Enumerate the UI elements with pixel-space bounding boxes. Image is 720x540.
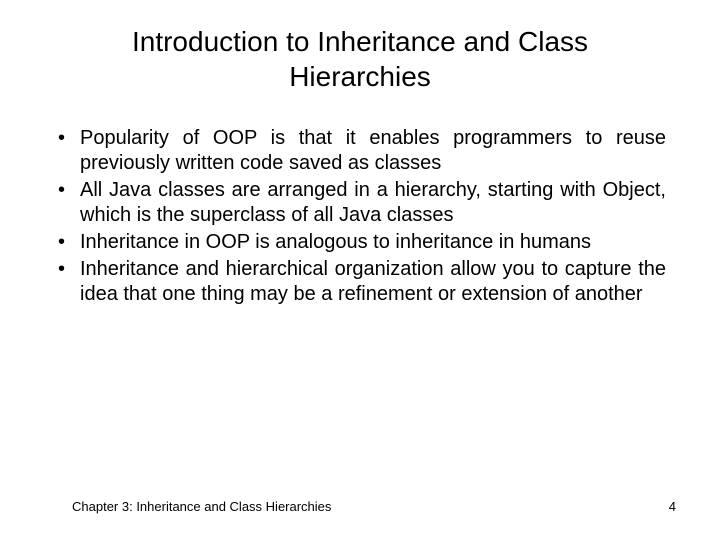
slide-title: Introduction to Inheritance and Class Hi… (60, 24, 660, 94)
page-number: 4 (669, 499, 676, 514)
list-item: All Java classes are arranged in a hiera… (54, 178, 666, 228)
list-item: Inheritance and hierarchical organizatio… (54, 257, 666, 307)
bullet-list: Popularity of OOP is that it enables pro… (36, 126, 684, 307)
list-item: Popularity of OOP is that it enables pro… (54, 126, 666, 176)
list-item: Inheritance in OOP is analogous to inher… (54, 230, 666, 255)
footer-chapter: Chapter 3: Inheritance and Class Hierarc… (72, 499, 331, 514)
slide: Introduction to Inheritance and Class Hi… (0, 0, 720, 540)
